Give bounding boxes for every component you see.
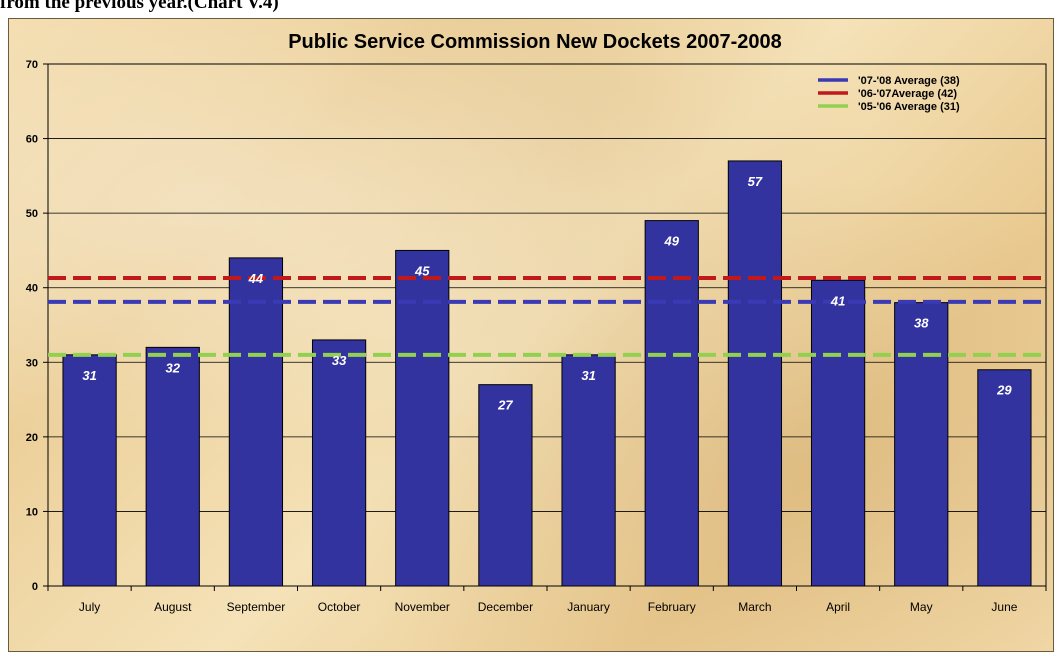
data-label: 31 [82,368,96,383]
x-category-label: June [991,600,1017,614]
data-label: 41 [830,293,845,308]
x-category-label: April [826,600,850,614]
x-category-label: October [318,600,361,614]
bar-april [810,279,866,587]
bar-december [478,384,533,587]
x-category-label: May [910,600,933,614]
y-tick-label: 50 [26,208,38,220]
legend: '07-'08 Average (38)'06-'07Average (42)'… [818,75,960,113]
data-label: 38 [914,316,929,331]
bar-august [145,346,200,587]
gridlines [47,63,1047,587]
legend-entry: '05-'06 Average (31) [858,101,960,113]
data-label: 33 [332,353,347,368]
y-tick-label: 30 [26,357,38,369]
y-tick-label: 0 [32,581,38,593]
x-category-label: March [738,600,771,614]
average-lines [48,276,1046,357]
page-caption-fragment: from the previous year.(Chart V.4) [0,0,279,13]
bar-september [228,257,284,587]
x-category-label: December [478,600,533,614]
x-category-label: July [79,600,100,614]
data-labels: 31 32 44 33 45 27 31 49 57 41 38 29 [82,174,1012,413]
bar-may [894,302,949,587]
y-tick-label: 40 [26,283,38,295]
data-label: 49 [664,234,680,249]
bar-february [644,220,699,587]
y-tick-label: 70 [26,59,38,71]
y-tick-label: 20 [26,432,38,444]
data-label: 57 [748,174,763,189]
y-tick-label: 60 [26,134,38,146]
bar-january [561,354,616,587]
x-category-label: August [154,600,192,614]
chart-title: Public Service Commission New Dockets 20… [288,31,782,53]
data-label: 32 [166,360,181,375]
x-category-label: November [395,600,450,614]
bar-july [62,354,117,587]
data-label: 31 [581,368,595,383]
bar-november [395,249,450,587]
legend-entry: '07-'08 Average (38) [858,75,960,87]
x-category-label: January [567,600,610,614]
bar-october [311,339,367,587]
data-label: 29 [996,383,1012,398]
data-label: 44 [248,271,264,286]
bar-march [727,160,783,587]
x-category-label: September [227,600,286,614]
legend-entry: '06-'07Average (42) [858,88,957,100]
data-label: 45 [414,263,430,278]
y-tick-label: 10 [26,506,38,518]
x-category-label: February [648,600,696,614]
bars [62,160,1032,587]
bar-june [977,369,1032,587]
data-label: 27 [497,398,513,413]
axes: 0 10 20 30 40 50 60 70 July August September Octobe… [26,59,1047,614]
